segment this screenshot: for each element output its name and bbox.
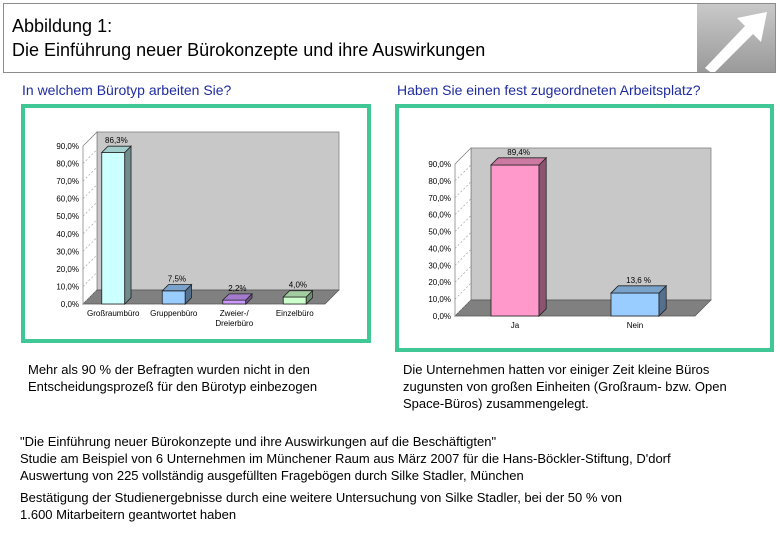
chart-0-ytick-label: 20,0% <box>56 265 79 274</box>
bar-top-Großraumbüro <box>100 145 133 153</box>
source-line-3: Auswertung von 225 vollständig ausgefüll… <box>20 468 524 483</box>
bar-data-label: 89,4% <box>507 148 530 157</box>
chart-fixed-workplace: 0,0% 10,0% 20,0% 30,0% 40,0% 50,0% 60,0% 70,0% 8… <box>395 104 774 352</box>
category-label: Zweier-/ <box>220 309 250 318</box>
chart-0-ytick-mark <box>82 166 98 182</box>
bar-top-Zweier-/ Dreierbüro <box>221 293 254 301</box>
chart-0-ytick-mark <box>82 131 98 147</box>
chart-0-ytick-label: 10,0% <box>56 282 79 291</box>
chart-0-ytick-mark <box>82 289 98 305</box>
chart-1-ytick-label: 90,0% <box>428 160 451 169</box>
chart-fixed-workplace-svg: 0,0% 10,0% 20,0% 30,0% 40,0% 50,0% 60,0% 70,0% 8… <box>428 147 712 330</box>
chart-office-type: 0,0% 10,0% 20,0% 30,0% 40,0% 50,0% 60,0% 70,0% 8… <box>21 104 371 343</box>
chart-0-back-wall <box>96 131 340 291</box>
arrow-up-right-icon <box>697 4 775 74</box>
chart-0-ytick-label: 80,0% <box>56 160 79 169</box>
chart-office-type-svg: 0,0% 10,0% 20,0% 30,0% 40,0% 50,0% 60,0% 70,0% 8… <box>56 131 340 328</box>
bar-Ja <box>490 164 540 317</box>
title-line-1: Abbildung 1: <box>12 16 113 36</box>
bar-side-Ja <box>538 156 547 317</box>
bar-data-label: 4,0% <box>289 281 307 290</box>
slide-header: Abbildung 1: Die Einführung neuer Büroko… <box>3 3 776 74</box>
confirm-line-1: Bestätigung der Studienergebnisse durch … <box>20 490 622 505</box>
bar-data-label: 13,6 % <box>626 276 651 285</box>
chart-1-ytick-label: 70,0% <box>428 194 451 203</box>
bar-top-Gruppenbüro <box>161 284 193 292</box>
chart-1-ytick-label: 40,0% <box>428 244 451 253</box>
chart-0-ytick-label: 70,0% <box>56 177 79 186</box>
bar-Zweier-/ Dreierbüro <box>222 299 247 305</box>
right-question: Haben Sie einen fest zugeordneten Arbeit… <box>397 82 701 98</box>
category-label: Nein <box>627 321 643 330</box>
chart-1-ytick-label: 60,0% <box>428 211 451 220</box>
chart-0-side-wall <box>82 131 98 305</box>
category-label: Dreierbüro <box>215 319 253 328</box>
chart-1-ytick-label: 20,0% <box>428 278 451 287</box>
bar-top-Ja <box>490 157 548 166</box>
chart-1-side-wall <box>454 147 472 317</box>
chart-0-ytick-mark <box>82 254 98 270</box>
chart-0-ytick-mark <box>82 149 98 164</box>
chart-1-ytick-label: 30,0% <box>428 261 451 270</box>
chart-1-ytick-label: 80,0% <box>428 177 451 186</box>
bar-data-label: 2,2% <box>228 284 246 293</box>
bar-Nein <box>610 292 660 317</box>
chart-0-ytick-label: 40,0% <box>56 230 79 239</box>
chart-0-ytick-label: 50,0% <box>56 212 79 221</box>
chart-0-ytick-mark <box>82 272 98 287</box>
category-label: Gruppenbüro <box>150 309 198 318</box>
bar-top-Einzelbüro <box>282 290 314 298</box>
confirm-line-2: 1.600 Mitarbeitern geantwortet haben <box>20 507 237 522</box>
right-caption: Die Unternehmen hatten vor einiger Zeit … <box>403 362 727 411</box>
category-label: Großraumbüro <box>87 309 140 318</box>
category-label: Einzelbüro <box>276 309 314 318</box>
bar-Einzelbüro <box>282 296 307 305</box>
chart-0-ytick-mark <box>82 219 98 234</box>
chart-0-ytick-label: 0,0% <box>61 300 79 309</box>
bar-side-Großraumbüro <box>124 145 132 305</box>
bar-data-label: 86,3% <box>105 136 128 145</box>
chart-1-ytick-label: 50,0% <box>428 228 451 237</box>
title-line-2: Die Einführung neuer Bürokonzepte und ih… <box>12 40 486 60</box>
chart-0-ytick-mark <box>82 202 98 217</box>
bar-Gruppenbüro <box>161 290 186 305</box>
bar-Großraumbüro <box>101 152 126 305</box>
chart-0-ytick-label: 90,0% <box>56 142 79 151</box>
left-question: In welchem Bürotyp arbeiten Sie? <box>22 82 232 98</box>
bar-top-Nein <box>610 285 668 294</box>
chart-0-ytick-mark <box>82 184 98 199</box>
chart-1-ytick-label: 10,0% <box>428 295 451 304</box>
chart-0-ytick-label: 30,0% <box>56 247 79 256</box>
chart-1-ytick-label: 0,0% <box>433 312 451 321</box>
source-line-2: Studie am Beispiel von 6 Unternehmen im … <box>20 451 671 466</box>
chart-0-ytick-label: 60,0% <box>56 195 79 204</box>
category-label: Ja <box>511 321 520 330</box>
bar-data-label: 7,5% <box>168 275 186 284</box>
left-caption: Mehr als 90 % der Befragten wurden nicht… <box>28 362 318 394</box>
chart-0-ytick-mark <box>82 237 98 252</box>
page-title: Abbildung 1: Die Einführung neuer Büroko… <box>12 14 485 62</box>
source-line-1: "Die Einführung neuer Bürokonzepte und i… <box>20 434 497 449</box>
